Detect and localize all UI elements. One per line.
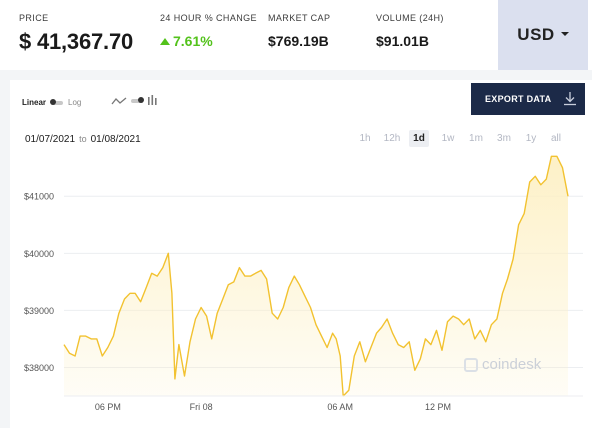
range-1d[interactable]: 1d [409,130,429,147]
volume-value: $91.01B [376,33,429,49]
date-separator: to [79,134,87,144]
currency-dropdown[interactable]: USD [498,0,588,70]
chart-type-switch[interactable] [131,96,144,103]
volume-stat: VOLUME (24H) $91.01B [376,13,444,49]
range-all[interactable]: all [550,133,561,144]
price-label: PRICE [19,13,49,23]
coindesk-watermark: coindesk [464,356,541,373]
line-icon[interactable] [111,96,127,106]
scale-log-label: Log [68,98,82,107]
date-range[interactable]: 01/07/2021 to 01/08/2021 [25,134,141,145]
y-tick-label: $38000 [24,363,54,373]
currency-value: USD [517,25,555,44]
scale-linear-label: Linear [22,98,47,107]
chevron-down-icon [560,32,569,36]
market-cap-stat: MARKET CAP $769.19B [268,13,330,49]
range-1h[interactable]: 1h [359,133,371,144]
price-area [64,156,568,396]
export-data-button[interactable]: EXPORT DATA [471,83,585,115]
market-cap-value: $769.19B [268,33,329,49]
range-1w[interactable]: 1w [441,133,455,144]
download-icon [564,92,576,106]
price-chart: $38000 $39000 $40000 $41000 06 PM Fri 08 06 AM… [24,155,583,412]
price-stat: PRICE $ 41,367.70 [19,13,133,55]
up-arrow-icon [160,38,170,45]
stats-bar: PRICE $ 41,367.70 24 HOUR % CHANGE 7.61%… [0,0,592,70]
change-row: 7.61% [160,33,257,49]
range-1y[interactable]: 1y [525,133,537,144]
scale-switch[interactable] [50,98,64,105]
x-tick-label: Fri 08 [190,402,213,412]
range-selector: 1h 12h 1d 1w 1m 3m 1y all [355,130,569,147]
volume-label: VOLUME (24H) [376,13,444,23]
range-1m[interactable]: 1m [469,133,483,144]
coindesk-logo-icon [464,357,478,372]
scale-toggle[interactable]: Linear Log [22,98,81,107]
range-3m[interactable]: 3m [497,133,511,144]
change-stat: 24 HOUR % CHANGE 7.61% [160,13,257,49]
x-tick-label: 12 PM [425,402,451,412]
chart-type-toggle[interactable] [111,95,159,106]
y-tick-label: $41000 [24,192,54,202]
change-value: 7.61% [173,33,213,49]
price-line [63,155,569,397]
x-tick-label: 06 AM [327,402,353,412]
y-tick-label: $39000 [24,306,54,316]
export-data-label: EXPORT DATA [485,94,552,104]
range-12h[interactable]: 12h [383,133,401,144]
price-value: $ 41,367.70 [19,29,134,54]
change-label: 24 HOUR % CHANGE [160,13,257,23]
date-to[interactable]: 01/08/2021 [90,134,141,145]
bars-icon[interactable] [147,95,159,106]
y-tick-label: $40000 [24,249,54,259]
market-cap-label: MARKET CAP [268,13,331,23]
date-from[interactable]: 01/07/2021 [25,134,76,145]
watermark-text: coindesk [482,356,542,373]
chart-panel: $38000 $39000 $40000 $41000 06 PM Fri 08 06 AM… [10,80,592,428]
x-tick-label: 06 PM [95,402,121,412]
